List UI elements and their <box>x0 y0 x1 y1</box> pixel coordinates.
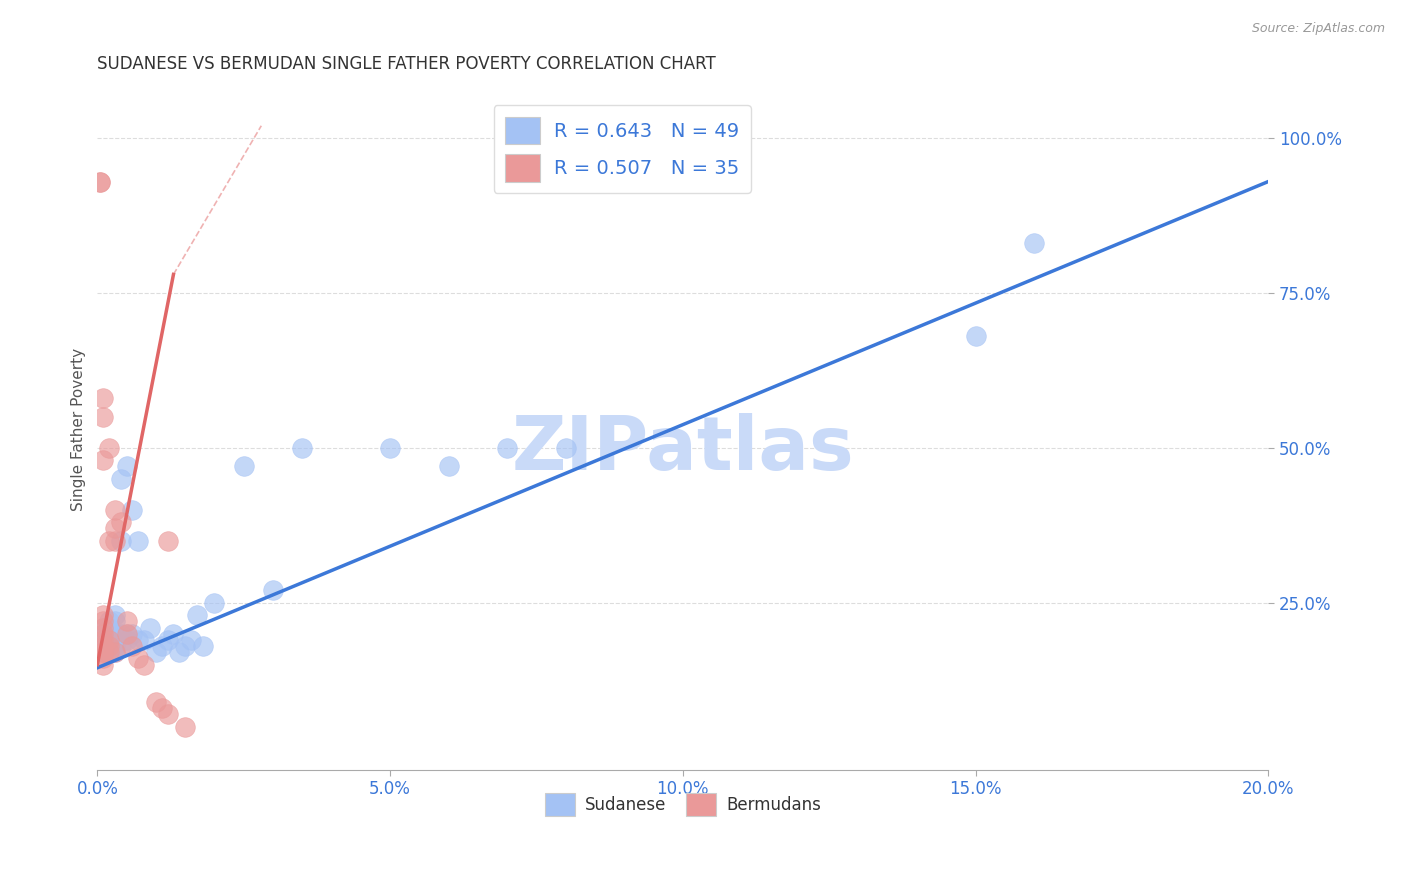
Point <box>104 632 127 647</box>
Point <box>98 441 121 455</box>
Point <box>91 409 114 424</box>
Point <box>91 453 114 467</box>
Point <box>91 632 114 647</box>
Point <box>110 472 132 486</box>
Point <box>437 459 460 474</box>
Point <box>232 459 254 474</box>
Point <box>98 632 121 647</box>
Point <box>91 645 114 659</box>
Point <box>139 620 162 634</box>
Point <box>134 657 156 672</box>
Point <box>156 707 179 722</box>
Point <box>121 639 143 653</box>
Point <box>98 626 121 640</box>
Point <box>115 632 138 647</box>
Point <box>91 645 114 659</box>
Point <box>104 645 127 659</box>
Point <box>127 651 149 665</box>
Point <box>115 626 138 640</box>
Point <box>191 639 214 653</box>
Point <box>110 639 132 653</box>
Point <box>91 620 114 634</box>
Point <box>104 521 127 535</box>
Point <box>91 639 114 653</box>
Text: Source: ZipAtlas.com: Source: ZipAtlas.com <box>1251 22 1385 36</box>
Point <box>169 645 191 659</box>
Point <box>150 639 173 653</box>
Point <box>91 639 114 653</box>
Point <box>91 626 114 640</box>
Point <box>98 632 121 647</box>
Point <box>110 626 132 640</box>
Point <box>98 533 121 548</box>
Text: ZIPatlas: ZIPatlas <box>512 413 855 486</box>
Point <box>127 632 149 647</box>
Point <box>98 615 121 629</box>
Point <box>204 596 226 610</box>
Point <box>115 615 138 629</box>
Point <box>91 392 114 406</box>
Legend: Sudanese, Bermudans: Sudanese, Bermudans <box>538 786 828 823</box>
Point <box>965 329 987 343</box>
Point <box>98 639 121 653</box>
Point <box>134 632 156 647</box>
Point <box>91 632 114 647</box>
Point <box>89 174 111 188</box>
Point <box>91 657 114 672</box>
Point <box>121 503 143 517</box>
Point <box>145 645 167 659</box>
Point <box>91 651 114 665</box>
Point <box>186 608 208 623</box>
Point <box>98 645 121 659</box>
Point <box>104 503 127 517</box>
Point <box>115 626 138 640</box>
Point <box>156 533 179 548</box>
Point <box>162 626 184 640</box>
Point <box>262 583 284 598</box>
Point <box>496 441 519 455</box>
Point <box>104 615 127 629</box>
Point <box>110 533 132 548</box>
Point <box>291 441 314 455</box>
Point <box>91 626 114 640</box>
Point <box>180 632 202 647</box>
Point <box>121 626 143 640</box>
Point <box>104 533 127 548</box>
Point <box>91 608 114 623</box>
Point <box>91 645 114 659</box>
Y-axis label: Single Father Poverty: Single Father Poverty <box>72 348 86 511</box>
Point <box>1024 236 1046 251</box>
Point <box>378 441 401 455</box>
Point <box>156 632 179 647</box>
Point <box>104 626 127 640</box>
Point <box>174 639 197 653</box>
Point <box>104 608 127 623</box>
Point <box>554 441 576 455</box>
Point <box>145 695 167 709</box>
Text: SUDANESE VS BERMUDAN SINGLE FATHER POVERTY CORRELATION CHART: SUDANESE VS BERMUDAN SINGLE FATHER POVER… <box>97 55 716 73</box>
Point <box>98 620 121 634</box>
Point <box>91 615 114 629</box>
Point <box>98 645 121 659</box>
Point <box>98 639 121 653</box>
Point <box>174 720 197 734</box>
Point <box>115 459 138 474</box>
Point <box>89 174 111 188</box>
Point <box>91 620 114 634</box>
Point <box>104 639 127 653</box>
Point <box>150 701 173 715</box>
Point <box>127 533 149 548</box>
Point <box>110 515 132 529</box>
Point <box>104 645 127 659</box>
